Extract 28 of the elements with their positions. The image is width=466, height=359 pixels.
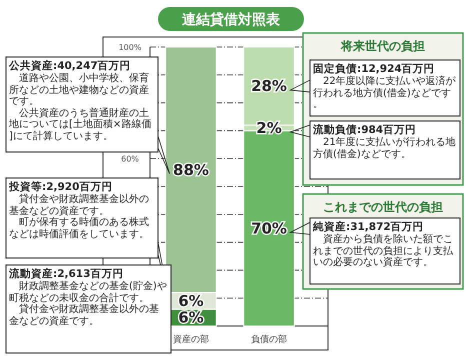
annotation: 貸付金や財政調整基金以外の基金などの資産です。 [9,304,160,328]
annotation: これまでの世代の負担 [323,200,443,214]
annotation: 資産から負債を除いた額でこれまでの世代の負担により支払いの必要のない資産です。 [313,234,454,269]
data-label: 70% [251,219,287,238]
data-label: 88% [173,160,209,179]
annotation: 公共資産のうち普通財産の土地については[土地面積×路線価]にて計算しています。 [9,108,152,143]
text: 道路や公園、小中学校、保育所などの土地や建物などの資産です。 [9,73,150,108]
annotation: 21年度に支払いが行われる地方債(借金)などです。 [313,137,457,160]
annotation: 固定負債:12,924百万円 [313,62,436,76]
x-tick-label: 負債の部 [251,334,288,345]
chart-title: 連結貸借対照表 [181,11,281,28]
data-label: 6% [178,292,204,310]
y-tick-label: 100% [118,43,142,52]
data-label: 2% [256,118,282,137]
text: 流動資産:2,613百万円 [9,267,124,280]
annotation: 22年度以降に支払いや返済が行われる地方債(借金)などです。 [313,76,457,111]
data-label: 6% [178,308,204,327]
text: 将来世代の負担 [340,39,425,53]
y-tick-label: 60% [121,154,140,164]
text: 公共資産:40,247百万円 [9,59,132,72]
text: 貸付金や財政調整基金以外の基金などの資産です。 [9,194,150,217]
text: 投資等:2,920百万円 [9,180,114,194]
x-tick-label: 資産の部 [172,334,209,345]
data-label: 28% [251,77,287,96]
text: 町が保有する時価のある株式などは時価評価をしています。 [9,217,150,240]
annotation: 純資産:31,872百万円 [313,220,425,234]
annotation: 流動負債:984百万円 [313,123,418,136]
annotation: 財政調整基金などの基金(貯金)や町税などの未収金の合計です。 [9,281,168,304]
